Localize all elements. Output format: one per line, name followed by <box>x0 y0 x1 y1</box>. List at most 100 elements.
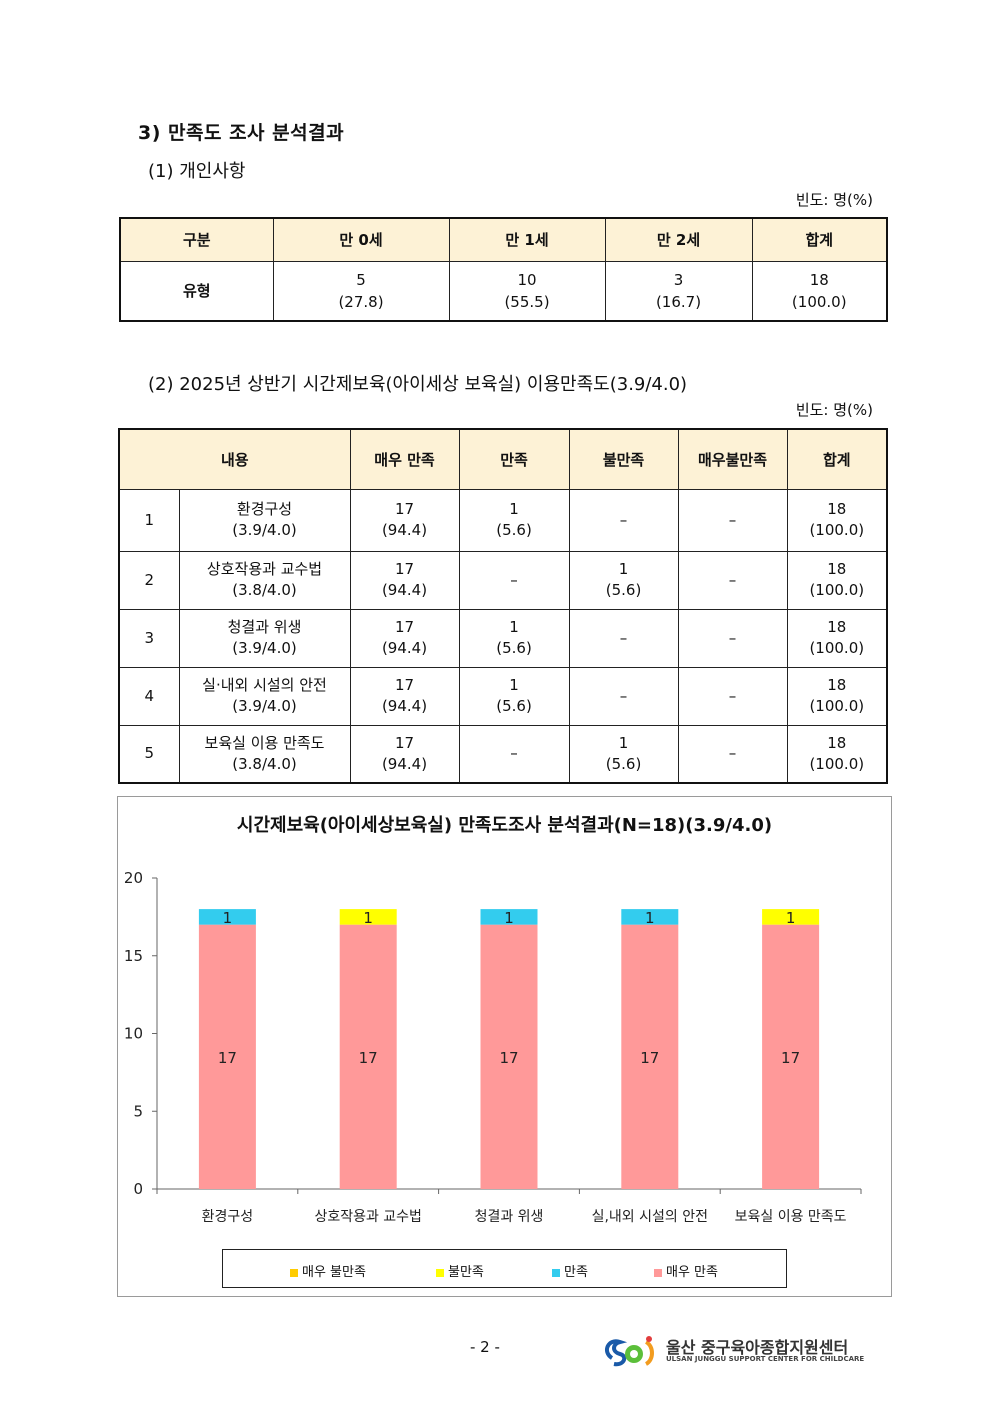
data-label: 1 <box>223 909 233 927</box>
cell-total: 18 (100.0) <box>786 488 888 552</box>
personal-heading: (1) 개인사항 <box>148 161 246 182</box>
chart-legend: 매우 불만족 불만족 만족 매우 만족 <box>222 1249 787 1288</box>
stacked-bar-chart: 0 5 10 15 20 17 1 환경구성 17 1 상호작용과 교수법 17 1 청결과 위생 17 1 실… <box>124 869 862 1225</box>
bar-segment <box>480 924 538 1189</box>
y-tick-label: 10 <box>124 1025 143 1043</box>
personal-table: 구분 만 0세 만 1세 만 2세 합계 유형 5 (27.8) 10 (55.5)… <box>119 217 888 322</box>
row-item: 보육실 이용 만족도 (3.8/4.0) <box>178 724 351 784</box>
header-very-dissatisfied: 매우불만족 <box>677 428 788 490</box>
data-label: 1 <box>504 909 514 927</box>
cell-total: 18 (100.0) <box>786 550 888 610</box>
data-label: 17 <box>218 1049 237 1067</box>
legend-item: 매우 불만족 <box>290 1261 366 1280</box>
cell-very-satisfied: 17 (94.4) <box>349 724 460 784</box>
satisfaction-table: 내용 매우 만족 만족 불만족 매우불만족 합계 1 환경구성 (3.9/4.0) 1… <box>118 428 889 784</box>
x-tick-label: 보육실 이용 만족도 <box>735 1209 847 1225</box>
header-very-satisfied: 매우 만족 <box>349 428 460 490</box>
cell-age0: 5 (27.8) <box>272 260 450 322</box>
bar-segment <box>621 924 679 1189</box>
table-row: 1 환경구성 (3.9/4.0) 17 (94.4) 1 (5.6) – –18 (100.0) <box>118 488 888 552</box>
bar-segment <box>339 924 397 1189</box>
data-label: 1 <box>786 909 796 927</box>
data-label: 1 <box>645 909 655 927</box>
cell-very-dissatisfied: – <box>677 550 788 610</box>
row-number: 3 <box>118 608 180 668</box>
org-name: 울산 중구육아종합지원센터 <box>666 1338 849 1357</box>
cell-very-dissatisfied: – <box>677 488 788 552</box>
cell-satisfied: – <box>458 550 570 610</box>
legend-label: 불만족 <box>448 1265 484 1280</box>
cell-dissatisfied: – <box>568 666 679 726</box>
cell-satisfied: 1 (5.6) <box>458 488 570 552</box>
header-satisfied: 만족 <box>458 428 570 490</box>
data-label: 17 <box>640 1049 659 1067</box>
row-number: 5 <box>118 724 180 784</box>
personal-unit: 빈도: 명(%) <box>795 191 873 209</box>
cell-very-satisfied: 17 (94.4) <box>349 608 460 668</box>
x-tick-label: 청결과 위생 <box>475 1209 544 1225</box>
legend-swatch <box>436 1268 444 1277</box>
data-label: 1 <box>363 909 373 927</box>
data-label: 17 <box>499 1049 518 1067</box>
org-logo-icon <box>604 1336 654 1367</box>
x-tick-label: 상호작용과 교수법 <box>314 1209 422 1225</box>
row-number: 2 <box>118 550 180 610</box>
cell-age1: 10 (55.5) <box>448 260 606 322</box>
cell-total: 18 (100.0) <box>751 260 888 322</box>
cell-dissatisfied: 1 (5.6) <box>568 724 679 784</box>
page-number: - 2 - <box>470 1338 500 1356</box>
table-row: 2 상호작용과 교수법 (3.8/4.0) 17 (94.4) –1 (5.6) –18 (10… <box>118 550 888 610</box>
bar-segment <box>480 909 538 925</box>
table-row: 3 청결과 위생 (3.9/4.0) 17 (94.4) 1 (5.6) – –18 (100.0… <box>118 608 888 668</box>
satisfaction-heading: (2) 2025년 상반기 시간제보육(아이세상 보육실) 이용만족도(3.9/… <box>148 374 688 395</box>
cell-dissatisfied: – <box>568 488 679 552</box>
legend-label: 매우 불만족 <box>302 1265 366 1280</box>
cell-very-satisfied: 17 (94.4) <box>349 488 460 552</box>
y-tick-label: 20 <box>124 869 143 887</box>
org-logo: 울산 중구육아종합지원센터 ULSAN JUNGGU SUPPORT CENTE… <box>602 1330 872 1370</box>
y-tick-label: 15 <box>124 947 143 965</box>
section-title: 3) 만족도 조사 분석결과 <box>138 122 345 144</box>
table-row: 5 보육실 이용 만족도 (3.8/4.0) 17 (94.4) –1 (5.6) –18 (1… <box>118 724 888 784</box>
cell-age2: 3 (16.7) <box>604 260 753 322</box>
cell-dissatisfied: 1 (5.6) <box>568 550 679 610</box>
data-label: 17 <box>359 1049 378 1067</box>
row-number: 4 <box>118 666 180 726</box>
cell-satisfied: 1 (5.6) <box>458 666 570 726</box>
bar-segment <box>762 909 820 925</box>
cell-very-dissatisfied: – <box>677 608 788 668</box>
bar-segment <box>198 924 256 1189</box>
row-item: 상호작용과 교수법 (3.8/4.0) <box>178 550 351 610</box>
row-item: 실·내외 시설의 안전 (3.9/4.0) <box>178 666 351 726</box>
cell-satisfied: 1 (5.6) <box>458 608 570 668</box>
legend-swatch <box>552 1268 560 1277</box>
table-row: 4 실·내외 시설의 안전 (3.9/4.0) 17 (94.4) 1 (5.6) – –18(… <box>118 666 888 726</box>
legend-swatch <box>290 1268 298 1277</box>
header-dissatisfied: 불만족 <box>568 428 679 490</box>
header-category: 구분 <box>119 217 274 262</box>
x-tick-label: 실,내외 시설의 안전 <box>592 1209 708 1225</box>
bar-segment <box>339 909 397 925</box>
bar-segment <box>198 909 256 925</box>
header-age2: 만 2세 <box>604 217 753 262</box>
y-tick-label: 0 <box>133 1180 143 1198</box>
legend-label: 만족 <box>564 1265 588 1280</box>
cell-dissatisfied: – <box>568 608 679 668</box>
header-content: 내용 <box>118 428 351 490</box>
row-item: 청결과 위생 (3.9/4.0) <box>178 608 351 668</box>
legend-label: 매우 만족 <box>666 1265 718 1280</box>
cell-very-dissatisfied: – <box>677 724 788 784</box>
cell-total: 18 (100.0) <box>786 666 888 726</box>
legend-item: 만족 <box>552 1261 588 1280</box>
row-label: 유형 <box>119 260 274 322</box>
cell-very-dissatisfied: – <box>677 666 788 726</box>
satisfaction-unit: 빈도: 명(%) <box>795 401 873 419</box>
cell-very-satisfied: 17 (94.4) <box>349 666 460 726</box>
y-tick-label: 5 <box>133 1102 143 1120</box>
row-number: 1 <box>118 488 180 552</box>
cell-total: 18 (100.0) <box>786 724 888 784</box>
org-name-en: ULSAN JUNGGU SUPPORT CENTER FOR CHILDCAR… <box>666 1355 865 1363</box>
row-item: 환경구성 (3.9/4.0) <box>178 488 351 552</box>
cell-satisfied: – <box>458 724 570 784</box>
cell-total: 18 (100.0) <box>786 608 888 668</box>
